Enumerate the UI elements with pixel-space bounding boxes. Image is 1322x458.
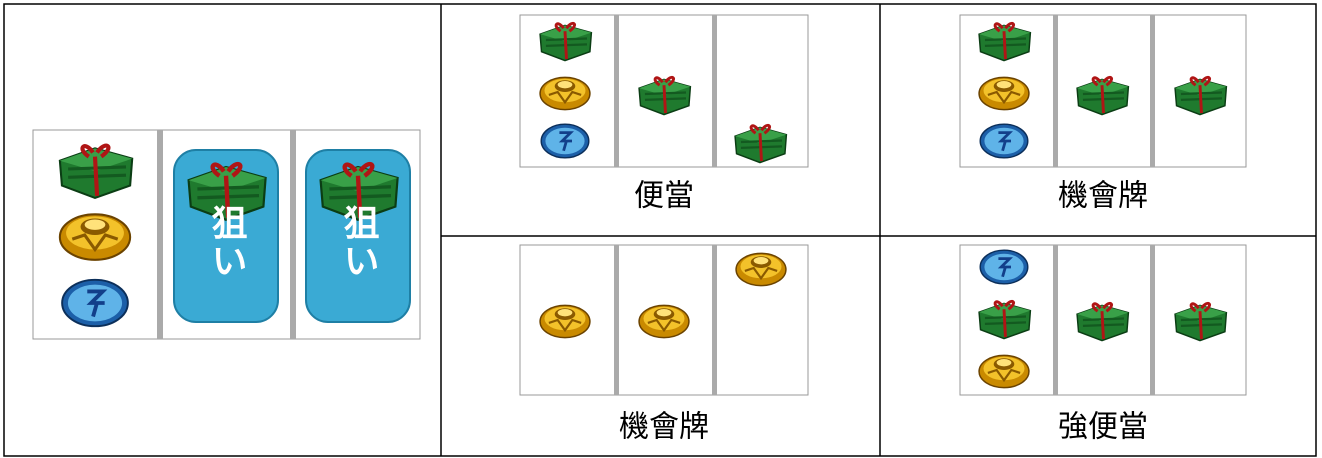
aim-label: 狙い	[206, 204, 248, 280]
left-reel-image: 狙い 狙い	[32, 129, 421, 340]
reel-image	[959, 14, 1247, 168]
reel-image	[959, 244, 1247, 396]
cell-label: 機會牌	[619, 410, 709, 445]
cell-label: 便當	[634, 179, 694, 214]
table-grid	[3, 3, 1317, 457]
cell-label: 強便當	[1058, 410, 1148, 445]
reel-image	[519, 244, 809, 396]
cell-label: 機會牌	[1058, 179, 1148, 214]
reel-image	[519, 14, 809, 168]
aim-label: 狙い	[338, 204, 380, 280]
